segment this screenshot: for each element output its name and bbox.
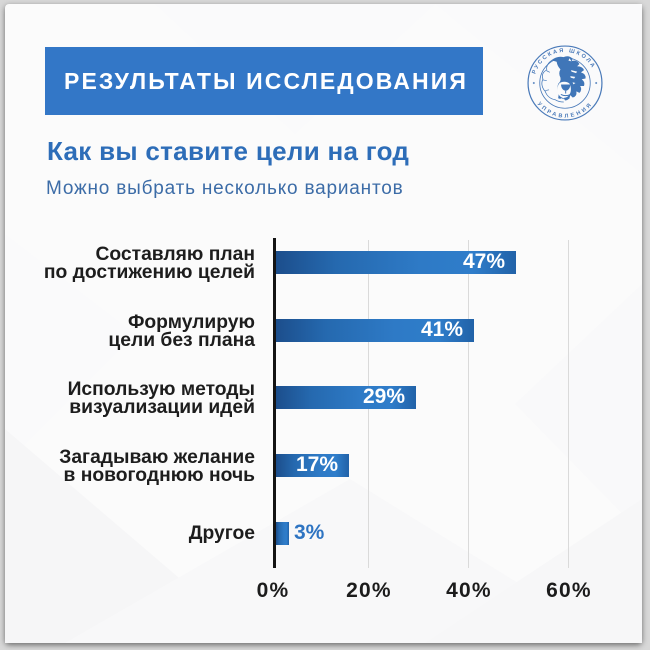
svg-text:УПРАВЛЕНИЯ: УПРАВЛЕНИЯ xyxy=(536,101,595,120)
